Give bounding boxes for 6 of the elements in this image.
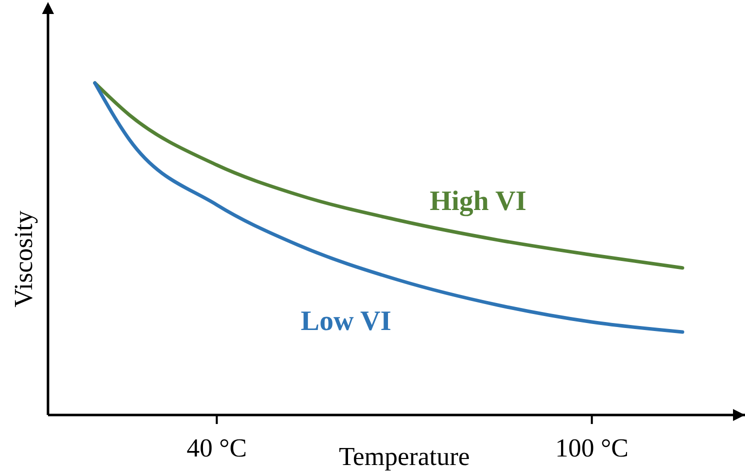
- x-tick-label: 40 °C: [186, 433, 247, 462]
- x-tick-label: 100 °C: [555, 433, 628, 462]
- series-label: High VI: [430, 186, 526, 218]
- y-axis-title: Viscosity: [9, 210, 38, 308]
- x-axis-title: Temperature: [338, 442, 470, 471]
- series-label: Low VI: [300, 306, 392, 337]
